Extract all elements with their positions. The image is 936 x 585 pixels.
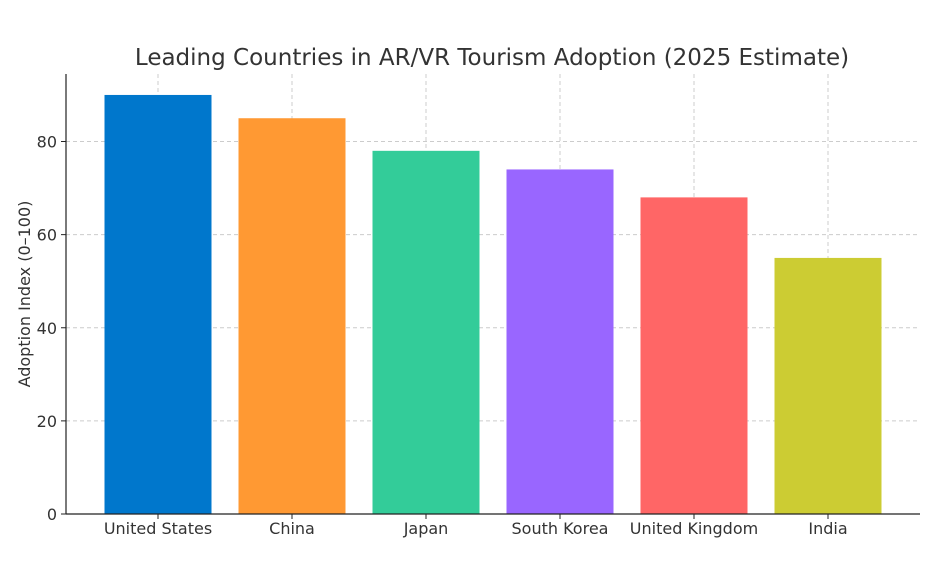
y-tick-label: 0 — [47, 505, 57, 524]
bars-layer — [104, 94, 882, 515]
axes-layer — [65, 74, 920, 515]
y-tick-label: 20 — [37, 412, 57, 431]
bar-japan — [372, 150, 480, 515]
x-tick-label: India — [808, 519, 847, 538]
x-tick-label: Japan — [403, 519, 449, 538]
bar-south-korea — [506, 169, 614, 514]
x-tick-label: South Korea — [512, 519, 609, 538]
y-tick-label: 60 — [37, 226, 57, 245]
y-tick-label: 40 — [37, 319, 57, 338]
bar-united-states — [104, 94, 212, 514]
x-tick-label: United States — [104, 519, 212, 538]
chart-title: Leading Countries in AR/VR Tourism Adopt… — [135, 45, 849, 71]
y-tick-label: 80 — [37, 133, 57, 152]
ticks-layer: 0 20 40 60 80 United States China Japan South Ko… — [37, 133, 848, 538]
bar-china — [238, 118, 346, 515]
bar-india — [774, 257, 882, 514]
x-tick-label: China — [269, 519, 315, 538]
y-axis-label: Adoption Index (0–100) — [15, 201, 34, 388]
x-tick-label: United Kingdom — [630, 519, 758, 538]
bar-united-kingdom — [640, 197, 748, 515]
